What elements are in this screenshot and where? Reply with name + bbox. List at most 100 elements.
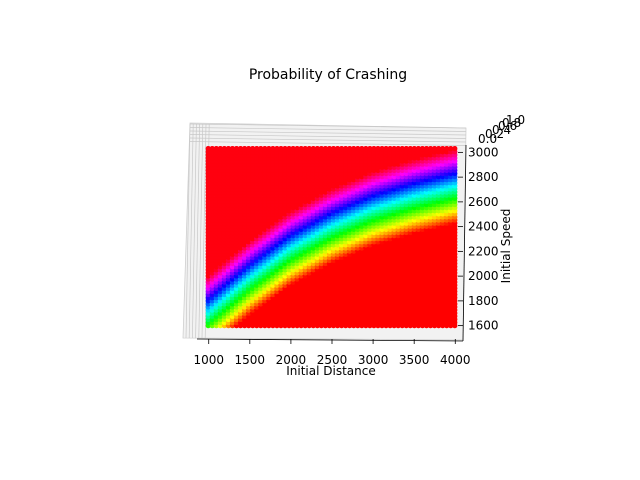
scatter-point (217, 146, 223, 152)
z-tick-label: 0.2 (485, 127, 504, 141)
pane-gridline (201, 123, 207, 339)
scatter-point (343, 146, 349, 152)
scatter-point (367, 146, 373, 152)
y-tick-label: 2600 (468, 195, 499, 209)
scatter-point (302, 146, 308, 152)
x-tick-label: 1500 (235, 353, 266, 367)
scatter-point (326, 146, 333, 152)
y-tick-label: 1600 (468, 319, 499, 333)
pane-gridline (189, 130, 467, 136)
scatter-point (282, 146, 288, 152)
scatter-point (250, 146, 256, 152)
scatter-point (379, 146, 385, 152)
scatter-point (266, 146, 272, 152)
scatter-point (209, 146, 215, 152)
scatter-point (387, 146, 393, 152)
x-tick-label: 2000 (276, 353, 307, 367)
scatter-point (391, 146, 397, 152)
x-tick-label: 3500 (399, 353, 430, 367)
chart-title: Probability of Crashing (249, 67, 407, 83)
x-tick-label: 3000 (358, 353, 389, 367)
scatter-point (270, 146, 276, 152)
scatter-point (339, 146, 345, 152)
x-tick-label: 1000 (193, 353, 224, 367)
scatter-point (427, 146, 434, 152)
scatter-point (225, 146, 232, 152)
x-axis-line (196, 338, 464, 342)
scatter-point (237, 146, 244, 152)
scatter-point (411, 146, 417, 152)
pane-gridline (195, 123, 200, 339)
y-tick-label: 2000 (468, 269, 499, 283)
scatter-point (448, 146, 454, 152)
pane-gridline (185, 123, 191, 339)
z-tick-label: 0.4 (492, 123, 511, 137)
x-axis-label: Initial Distance (286, 364, 376, 378)
scatter-point (221, 146, 227, 152)
pane-gridline (189, 141, 467, 146)
scatter-point (314, 146, 320, 152)
scatter-point (246, 146, 252, 152)
y-tick-label: 3000 (468, 145, 499, 159)
scatter-point (347, 146, 353, 152)
scatter-point (318, 146, 324, 152)
scatter-point (351, 146, 357, 152)
scatter-point (254, 146, 260, 152)
x-tick-label: 4000 (440, 353, 471, 367)
z-tick-label: 0.8 (502, 116, 521, 130)
y-axis-line (462, 144, 467, 342)
scatter-point (274, 146, 280, 152)
pane-gridline (189, 137, 467, 143)
scatter-point (330, 146, 337, 152)
scatter-point (322, 146, 329, 152)
z-axis-ticks: 0.00.20.40.60.81.0 (478, 113, 525, 146)
scatter-point (375, 146, 381, 152)
scatter-point (415, 146, 421, 152)
y-axis-label: Initial Speed (499, 209, 513, 284)
scatter-point (290, 146, 296, 152)
scatter-point (294, 146, 300, 152)
scatter-point (286, 146, 292, 152)
scatter-point (359, 146, 365, 152)
axes-lines (196, 144, 467, 342)
scatter-point (205, 146, 211, 152)
scatter-point (371, 146, 377, 152)
y-tick-label: 2400 (468, 220, 499, 234)
scatter-point (395, 146, 401, 152)
z-tick-label: 0.6 (498, 119, 517, 133)
scatter-point (403, 146, 409, 152)
scatter-point (383, 146, 389, 152)
scatter-point (440, 146, 446, 152)
scatter-point (334, 146, 341, 152)
y-tick-label: 1800 (468, 294, 499, 308)
pane-gridline (192, 123, 197, 339)
scatter-point (262, 146, 268, 152)
scatter-point (310, 146, 316, 152)
scatter-point (363, 146, 369, 152)
scatter-point (278, 146, 284, 152)
pane-gridline (189, 123, 467, 129)
scatter-point (229, 146, 236, 152)
scatter-point (258, 146, 264, 152)
scatter-point (436, 146, 442, 152)
z-tick-label: 1.0 (506, 113, 525, 127)
scatter-point (242, 146, 248, 152)
scatter-point (298, 146, 304, 152)
scatter-point (306, 146, 312, 152)
y-axis-ticks: 1600 1800 2000 2200 2400 2600 2800 3000 (458, 145, 499, 333)
scatter-point (419, 146, 426, 152)
x-tick-label: 2500 (317, 353, 348, 367)
pane-gridline (189, 134, 467, 139)
pane-gridline (189, 127, 467, 132)
scatter-points (205, 146, 458, 329)
scatter-point (355, 146, 361, 152)
z-tick-label: 0.0 (478, 132, 497, 146)
scatter-point (233, 146, 240, 152)
scatter-point (423, 146, 430, 152)
pane-gridline (188, 123, 194, 339)
scatter-point (444, 146, 450, 152)
scatter-point (452, 146, 458, 152)
scatter-point (399, 146, 405, 152)
scatter-point (431, 146, 438, 152)
